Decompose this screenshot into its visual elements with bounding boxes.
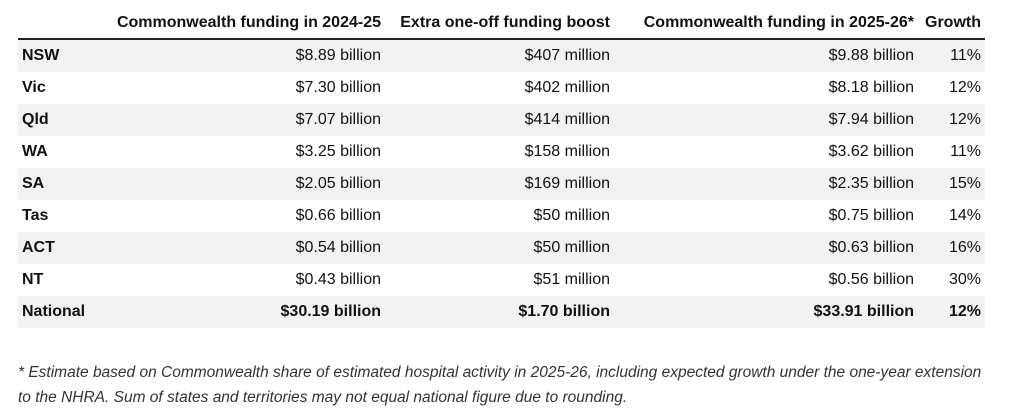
funding-2024-25-cell: $7.07 billion: [98, 104, 385, 136]
funding-2024-25-cell: $8.89 billion: [98, 39, 385, 72]
national-total-row: National $30.19 billion $1.70 billion $3…: [18, 296, 985, 328]
growth-cell: 11%: [950, 143, 981, 160]
funding-2025-26-cell: $33.91 billion: [614, 296, 918, 328]
header-row: Commonwealth funding in 2024-25 Extra on…: [18, 8, 985, 40]
table-body: NSW $8.89 billion $407 million $9.88 bil…: [18, 39, 985, 328]
growth-cell: 12%: [918, 296, 985, 328]
funding-2025-26-cell: $0.63 billion: [614, 232, 918, 264]
funding-2025-26-cell: $2.35 billion: [614, 168, 918, 200]
table-row: WA $3.25 billion $158 million $3.62 bill…: [18, 136, 985, 168]
growth-cell: 14%: [948, 207, 981, 224]
funding-2024-25-cell: $2.05 billion: [98, 168, 385, 200]
table-row: NSW $8.89 billion $407 million $9.88 bil…: [18, 39, 985, 72]
state-cell: SA: [18, 168, 98, 200]
state-cell: NSW: [18, 39, 98, 72]
funding-2025-26-cell: $3.62 billion: [828, 143, 914, 160]
growth-cell: 30%: [948, 271, 981, 288]
table-header: Commonwealth funding in 2024-25 Extra on…: [18, 8, 985, 40]
growth-cell: 16%: [918, 232, 985, 264]
table-row: ACT $0.54 billion $50 million $0.63 bill…: [18, 232, 985, 264]
table-row: Vic $7.30 billion $402 million $8.18 bil…: [18, 72, 985, 104]
funding-2025-26-cell: $0.75 billion: [828, 207, 914, 224]
state-cell: Vic: [22, 79, 46, 96]
boost-cell: $169 million: [385, 168, 614, 200]
table-row: Tas $0.66 billion $50 million $0.75 bill…: [18, 200, 985, 232]
funding-table: Commonwealth funding in 2024-25 Extra on…: [18, 8, 985, 328]
table-row: Qld $7.07 billion $414 million $7.94 bil…: [18, 104, 985, 136]
growth-cell: 11%: [918, 39, 985, 72]
table-row: SA $2.05 billion $169 million $2.35 bill…: [18, 168, 985, 200]
table-footnote: * Estimate based on Commonwealth share o…: [18, 363, 982, 406]
funding-2025-26-cell: $8.18 billion: [828, 79, 914, 96]
funding-2024-25-cell: $0.43 billion: [295, 271, 381, 288]
header-funding-2025-26: Commonwealth funding in 2025-26*: [614, 8, 918, 40]
boost-cell: $51 million: [533, 271, 610, 288]
funding-2024-25-cell: $30.19 billion: [98, 296, 385, 328]
state-cell: Qld: [18, 104, 98, 136]
boost-cell: $407 million: [385, 39, 614, 72]
funding-2024-25-cell: $0.66 billion: [295, 207, 381, 224]
header-state: [18, 8, 98, 40]
header-funding-2024-25: Commonwealth funding in 2024-25: [98, 8, 385, 40]
boost-cell: $414 million: [385, 104, 614, 136]
boost-cell: $402 million: [524, 79, 610, 96]
growth-cell: 12%: [918, 104, 985, 136]
boost-cell: $50 million: [385, 232, 614, 264]
growth-cell: 12%: [948, 79, 981, 96]
boost-cell: $50 million: [533, 207, 610, 224]
boost-cell: $1.70 billion: [385, 296, 614, 328]
state-cell: ACT: [18, 232, 98, 264]
boost-cell: $158 million: [524, 143, 610, 160]
funding-2025-26-cell: $0.56 billion: [828, 271, 914, 288]
state-cell: WA: [22, 143, 48, 160]
funding-2024-25-cell: $0.54 billion: [98, 232, 385, 264]
funding-table-container: Commonwealth funding in 2024-25 Extra on…: [18, 8, 985, 328]
funding-2025-26-cell: $9.88 billion: [614, 39, 918, 72]
state-cell: Tas: [22, 207, 49, 224]
funding-2025-26-cell: $7.94 billion: [614, 104, 918, 136]
state-cell: National: [18, 296, 98, 328]
header-growth: Growth: [918, 8, 985, 40]
funding-2024-25-cell: $3.25 billion: [295, 143, 381, 160]
table-row: NT $0.43 billion $51 million $0.56 billi…: [18, 264, 985, 296]
header-boost: Extra one-off funding boost: [385, 8, 614, 40]
funding-2024-25-cell: $7.30 billion: [295, 79, 381, 96]
state-cell: NT: [22, 271, 44, 288]
growth-cell: 15%: [918, 168, 985, 200]
